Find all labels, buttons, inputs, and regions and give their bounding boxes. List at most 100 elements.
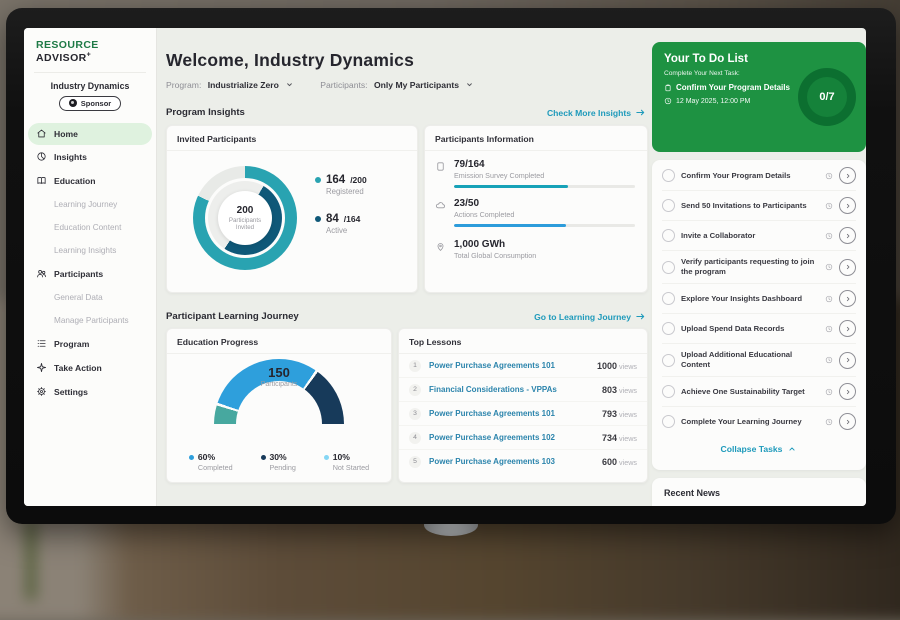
education-progress-gauge: [214, 359, 344, 424]
lesson-link[interactable]: Power Purchase Agreements 101: [429, 361, 555, 370]
dashboard-screen: RESOURCE ADVISOR+ Industry Dynamics Spon…: [24, 28, 866, 506]
task-checkbox[interactable]: [662, 229, 675, 242]
task-checkbox[interactable]: [662, 385, 675, 398]
lesson-link[interactable]: Financial Considerations - VPPAs: [429, 385, 557, 394]
task-checkbox[interactable]: [662, 415, 675, 428]
lesson-row-5[interactable]: 5 Power Purchase Agreements 103 600 views: [399, 450, 647, 473]
participants-filter[interactable]: Participants: Only My Participants: [320, 80, 474, 90]
arrow-right-icon: [636, 109, 645, 116]
not-started-dot: [323, 454, 329, 460]
task-row-3[interactable]: Invite a Collaborator: [662, 221, 856, 251]
background-plant: [26, 520, 36, 600]
arrow-right-icon: [636, 313, 645, 320]
program-insights-header: Program Insights Check More Insights: [166, 107, 646, 118]
lesson-row-4[interactable]: 4 Power Purchase Agreements 102 734 views: [399, 426, 647, 450]
todo-progress-ring: 0/7: [798, 68, 856, 126]
task-row-7[interactable]: Upload Additional Educational Content: [662, 344, 856, 377]
todo-task-list: Confirm Your Program Details Send 50 Inv…: [652, 160, 866, 470]
task-open-button[interactable]: [839, 413, 856, 430]
lesson-row-1[interactable]: 1 Power Purchase Agreements 101 1000 view…: [399, 354, 647, 378]
task-row-9[interactable]: Complete Your Learning Journey: [662, 407, 856, 436]
clock-icon: [825, 232, 833, 239]
program-filter-value: Industrialize Zero: [207, 80, 279, 90]
app-logo: RESOURCE ADVISOR+: [36, 39, 156, 64]
rank-badge: 1: [409, 359, 421, 372]
clock-icon: [825, 356, 833, 364]
recent-news-title: Recent News: [664, 488, 721, 498]
sidebar-item-insights[interactable]: Insights: [24, 145, 156, 169]
todo-header-card: Your To Do List Complete Your Next Task:…: [652, 42, 866, 152]
sidebar-item-take-action[interactable]: Take Action: [24, 356, 156, 380]
todo-due-date: 12 May 2025, 12:00 PM: [664, 97, 854, 105]
logo-resource: RESOURCE: [36, 39, 99, 51]
task-checkbox[interactable]: [662, 353, 675, 367]
sidebar-item-learning-insights[interactable]: Learning Insights: [54, 245, 117, 255]
task-open-button[interactable]: [839, 320, 856, 337]
lesson-row-2[interactable]: 2 Financial Considerations - VPPAs 803 vi…: [399, 378, 647, 402]
task-open-button[interactable]: [839, 227, 856, 244]
spark-icon: [36, 362, 47, 373]
task-checkbox[interactable]: [662, 292, 675, 305]
chevron-up-icon: [789, 447, 796, 451]
organization-name: Industry Dynamics: [50, 80, 130, 91]
task-row-1[interactable]: Confirm Your Program Details: [662, 161, 856, 191]
lesson-link[interactable]: Power Purchase Agreements 101: [429, 409, 555, 418]
sponsor-label: Sponsor: [80, 98, 112, 108]
program-filter[interactable]: Program: Industrialize Zero: [166, 80, 294, 90]
collapse-tasks-link[interactable]: Collapse Tasks: [662, 436, 856, 460]
todo-next-task[interactable]: Confirm Your Program Details: [664, 83, 854, 92]
donut-center: 200 Participants Invited: [218, 191, 272, 245]
task-open-button[interactable]: [839, 351, 856, 369]
sidebar-item-settings[interactable]: Settings: [24, 380, 156, 404]
lesson-link[interactable]: Power Purchase Agreements 102: [429, 433, 555, 442]
task-open-button[interactable]: [839, 197, 856, 214]
sidebar-item-general-data[interactable]: General Data: [54, 292, 103, 302]
check-more-insights-link[interactable]: Check More Insights: [547, 107, 646, 118]
sponsor-badge[interactable]: Sponsor: [58, 95, 122, 111]
chevron-down-icon: [467, 83, 473, 87]
clock-icon: [825, 172, 833, 179]
task-checkbox[interactable]: [662, 169, 675, 182]
go-to-learning-journey-link[interactable]: Go to Learning Journey: [534, 311, 646, 322]
program-insights-heading: Program Insights: [166, 107, 245, 118]
chevron-down-icon: [287, 83, 293, 87]
task-row-5[interactable]: Explore Your Insights Dashboard: [662, 284, 856, 314]
sidebar-item-program[interactable]: Program: [24, 332, 156, 356]
task-checkbox[interactable]: [662, 322, 675, 335]
lesson-row-3[interactable]: 3 Power Purchase Agreements 101 793 views: [399, 402, 647, 426]
sidebar-item-education-content[interactable]: Education Content: [54, 222, 122, 232]
sidebar-item-home[interactable]: Home: [28, 122, 152, 145]
legend-completed: 60% Completed: [188, 452, 233, 472]
todo-counter: 0/7: [807, 77, 847, 117]
actions-completed-row: 23/50 Actions Completed: [425, 190, 647, 229]
task-open-button[interactable]: [839, 383, 856, 400]
program-filter-label: Program:: [166, 80, 202, 90]
education-progress-card: Education Progress 150 Participants 60% …: [166, 328, 392, 483]
task-row-4[interactable]: Verify participants requesting to join t…: [662, 251, 856, 284]
task-checkbox[interactable]: [662, 260, 675, 274]
clock-icon: [825, 202, 833, 209]
sidebar-item-education[interactable]: Education: [24, 169, 156, 193]
sidebar-item-learning-journey[interactable]: Learning Journey: [54, 199, 118, 209]
clock-icon: [825, 263, 833, 271]
lesson-link[interactable]: Power Purchase Agreements 103: [429, 457, 555, 466]
task-checkbox[interactable]: [662, 199, 675, 212]
participants-filter-label: Participants:: [320, 80, 368, 90]
sidebar-item-manage-participants[interactable]: Manage Participants: [54, 315, 129, 325]
task-open-button[interactable]: [839, 290, 856, 307]
home-icon: [37, 129, 46, 138]
task-row-6[interactable]: Upload Spend Data Records: [662, 314, 856, 344]
task-row-8[interactable]: Achieve One Sustainability Target: [662, 377, 856, 407]
active-dot: [315, 216, 321, 222]
legend-not-started: 10% Not Started: [323, 452, 369, 472]
clock-icon: [825, 388, 833, 395]
task-open-button[interactable]: [839, 167, 856, 184]
task-row-2[interactable]: Send 50 Invitations to Participants: [662, 191, 856, 221]
main-content: Welcome, Industry Dynamics Program: Indu…: [166, 28, 648, 506]
consumption-row: 1,000 GWh Total Global Consumption: [425, 229, 647, 262]
task-open-button[interactable]: [839, 258, 856, 276]
survey-icon: [437, 162, 444, 171]
monitor-bezel: RESOURCE ADVISOR+ Industry Dynamics Spon…: [6, 8, 896, 524]
invited-participants-title: Invited Participants: [167, 126, 417, 151]
sidebar-item-participants[interactable]: Participants: [24, 262, 156, 286]
